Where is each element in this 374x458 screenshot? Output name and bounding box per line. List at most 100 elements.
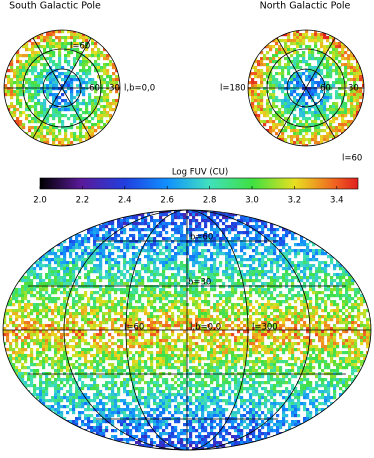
sky-pixel — [275, 96, 278, 99]
sky-pixel — [333, 222, 336, 225]
sky-pixel — [28, 81, 31, 84]
sky-pixel — [102, 252, 105, 255]
sky-pixel — [258, 261, 261, 264]
sky-pixel — [213, 306, 216, 309]
sky-pixel — [168, 267, 171, 270]
sky-pixel — [120, 312, 123, 315]
sky-pixel — [97, 138, 100, 141]
sky-pixel — [39, 285, 42, 288]
sky-pixel — [252, 267, 255, 270]
sky-pixel — [293, 99, 296, 102]
sky-pixel — [4, 108, 7, 111]
sky-pixel — [96, 309, 99, 312]
sky-pixel — [13, 105, 16, 108]
sky-pixel — [49, 60, 52, 63]
sky-pixel — [333, 303, 336, 306]
sky-pixel — [138, 234, 141, 237]
sky-pixel — [257, 144, 260, 147]
sky-pixel — [219, 291, 222, 294]
sky-pixel — [64, 45, 67, 48]
sky-pixel — [13, 126, 16, 129]
sky-pixel — [51, 312, 54, 315]
sky-pixel — [266, 114, 269, 117]
sky-pixel — [251, 87, 254, 90]
sky-pixel — [213, 237, 216, 240]
sky-pixel — [347, 108, 350, 111]
sky-pixel — [324, 246, 327, 249]
sky-pixel — [73, 135, 76, 138]
sky-pixel — [228, 300, 231, 303]
sky-pixel — [63, 216, 66, 219]
sky-pixel — [285, 285, 288, 288]
sky-pixel — [88, 120, 91, 123]
sky-pixel — [279, 303, 282, 306]
sky-pixel — [31, 48, 34, 51]
sky-pixel — [79, 129, 82, 132]
sky-pixel — [132, 243, 135, 246]
sky-pixel — [58, 108, 61, 111]
sky-pixel — [10, 69, 13, 72]
sky-pixel — [341, 108, 344, 111]
sky-pixel — [6, 249, 9, 252]
sky-pixel — [67, 138, 70, 141]
sky-pixel — [192, 291, 195, 294]
sky-pixel — [314, 126, 317, 129]
sky-pixel — [296, 81, 299, 84]
sky-pixel — [49, 39, 52, 42]
sky-pixel — [111, 282, 114, 285]
sky-pixel — [297, 261, 300, 264]
sky-pixel — [254, 129, 257, 132]
sky-pixel — [52, 132, 55, 135]
sky-pixel — [126, 249, 129, 252]
sky-pixel — [150, 243, 153, 246]
sky-pixel — [296, 60, 299, 63]
sky-pixel — [64, 75, 67, 78]
sky-pixel — [288, 288, 291, 291]
sky-pixel — [21, 234, 24, 237]
sky-pixel — [276, 219, 279, 222]
sky-pixel — [111, 303, 114, 306]
sky-pixel — [291, 297, 294, 300]
sky-pixel — [326, 30, 329, 33]
sky-pixel — [282, 246, 285, 249]
sky-pixel — [34, 102, 37, 105]
sky-pixel — [18, 210, 21, 213]
sky-pixel — [186, 270, 189, 273]
sky-pixel — [336, 285, 339, 288]
sky-pixel — [234, 312, 237, 315]
sky-pixel — [326, 36, 329, 39]
sky-pixel — [19, 144, 22, 147]
sky-pixel — [6, 222, 9, 225]
sky-pixel — [357, 231, 360, 234]
sky-pixel — [314, 120, 317, 123]
sky-pixel — [287, 63, 290, 66]
sky-pixel — [93, 303, 96, 306]
sky-pixel — [362, 39, 365, 42]
sky-pixel — [275, 72, 278, 75]
sky-pixel — [34, 30, 37, 33]
sky-pixel — [294, 309, 297, 312]
sky-pixel — [297, 267, 300, 270]
sky-pixel — [285, 213, 288, 216]
sky-pixel — [27, 303, 30, 306]
sky-pixel — [100, 69, 103, 72]
sky-pixel — [287, 45, 290, 48]
sky-pixel — [70, 93, 73, 96]
sky-pixel — [6, 261, 9, 264]
sky-pixel — [102, 288, 105, 291]
sky-pixel — [103, 36, 106, 39]
sky-pixel — [213, 261, 216, 264]
sky-pixel — [6, 216, 9, 219]
sky-pixel — [267, 210, 270, 213]
sky-pixel — [115, 135, 118, 138]
sky-pixel — [285, 252, 288, 255]
sky-pixel — [299, 33, 302, 36]
sky-pixel — [198, 291, 201, 294]
sky-pixel — [168, 255, 171, 258]
sky-pixel — [350, 54, 353, 57]
sky-pixel — [108, 222, 111, 225]
sky-pixel — [75, 312, 78, 315]
sky-pixel — [317, 36, 320, 39]
sky-pixel — [201, 255, 204, 258]
sky-pixel — [338, 141, 341, 144]
